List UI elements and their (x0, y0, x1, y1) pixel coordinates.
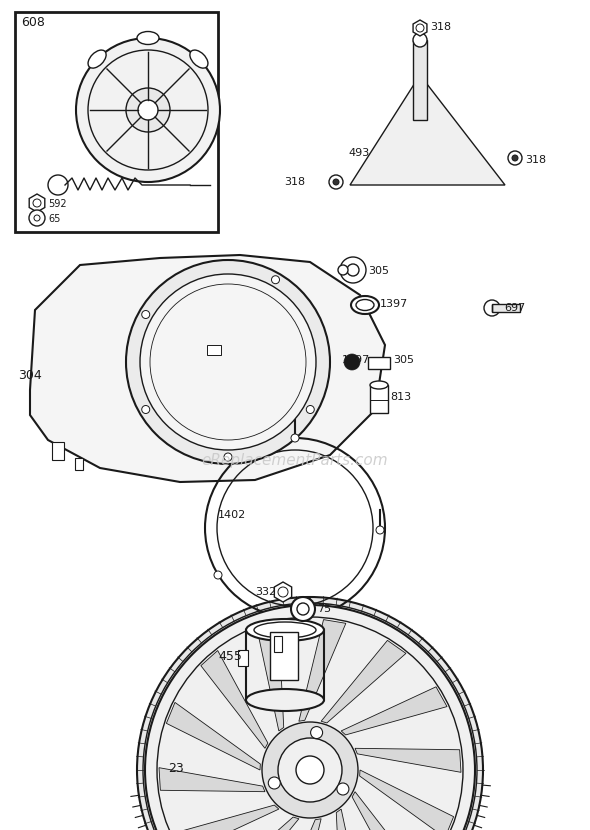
Circle shape (337, 783, 349, 795)
Ellipse shape (351, 296, 379, 314)
Circle shape (268, 777, 280, 789)
Circle shape (224, 453, 232, 461)
Text: 318: 318 (525, 155, 546, 165)
Text: 305: 305 (393, 355, 414, 365)
Ellipse shape (246, 619, 324, 641)
Ellipse shape (137, 32, 159, 45)
Bar (274, 636, 282, 652)
Text: 318: 318 (284, 177, 305, 187)
Circle shape (329, 175, 343, 189)
Circle shape (262, 722, 358, 818)
Circle shape (140, 274, 316, 450)
Text: 493: 493 (348, 148, 369, 158)
Ellipse shape (370, 381, 388, 389)
Text: eReplacementParts.com: eReplacementParts.com (202, 452, 388, 467)
Polygon shape (274, 818, 321, 830)
Circle shape (142, 406, 150, 413)
Bar (492, 304, 520, 312)
Circle shape (508, 151, 522, 165)
Text: 455: 455 (218, 650, 242, 663)
Ellipse shape (246, 689, 324, 711)
Polygon shape (257, 622, 284, 731)
Circle shape (376, 526, 384, 534)
Polygon shape (214, 817, 299, 830)
Text: 1402: 1402 (218, 510, 246, 520)
Circle shape (137, 597, 483, 830)
Ellipse shape (88, 50, 106, 68)
Text: 813: 813 (390, 392, 411, 402)
Circle shape (291, 597, 315, 621)
Polygon shape (350, 75, 505, 185)
Bar (52, 442, 64, 460)
Circle shape (126, 88, 170, 132)
Circle shape (145, 605, 475, 830)
Text: 65: 65 (48, 214, 60, 224)
Ellipse shape (190, 50, 208, 68)
Circle shape (310, 726, 323, 739)
Polygon shape (274, 582, 291, 602)
Bar (238, 650, 248, 666)
Circle shape (126, 260, 330, 464)
Circle shape (214, 571, 222, 579)
Circle shape (512, 155, 518, 161)
Circle shape (416, 24, 424, 32)
Bar (15, 12, 218, 232)
Circle shape (291, 434, 299, 442)
Circle shape (484, 300, 500, 316)
Polygon shape (159, 768, 265, 792)
Circle shape (271, 276, 280, 284)
Text: 304: 304 (18, 369, 42, 382)
Circle shape (33, 199, 41, 207)
Circle shape (296, 756, 324, 784)
Text: 1397: 1397 (342, 355, 371, 365)
Circle shape (344, 354, 360, 370)
Bar (370, 385, 388, 413)
Polygon shape (166, 702, 260, 770)
Circle shape (278, 738, 342, 802)
Text: 305: 305 (368, 266, 389, 276)
Text: 75: 75 (317, 604, 331, 614)
Polygon shape (360, 770, 454, 830)
Text: 697: 697 (504, 303, 525, 313)
Circle shape (333, 179, 339, 185)
Text: 23: 23 (168, 762, 183, 775)
Polygon shape (173, 805, 279, 830)
Polygon shape (299, 620, 346, 721)
Circle shape (306, 406, 314, 413)
Circle shape (142, 310, 150, 319)
Circle shape (29, 210, 45, 226)
Bar (413, 40, 427, 120)
Circle shape (347, 264, 359, 276)
Circle shape (138, 100, 158, 120)
Polygon shape (355, 749, 461, 773)
Text: 332: 332 (255, 587, 276, 597)
Polygon shape (413, 20, 427, 36)
Circle shape (278, 587, 288, 597)
Polygon shape (336, 809, 363, 830)
Circle shape (338, 265, 348, 275)
Circle shape (340, 257, 366, 283)
Bar (368, 357, 390, 369)
Text: 592: 592 (48, 199, 67, 209)
Bar (75, 458, 83, 470)
Ellipse shape (254, 622, 316, 638)
Text: 608: 608 (21, 16, 45, 29)
Polygon shape (341, 686, 447, 735)
Text: 1397: 1397 (380, 299, 408, 309)
Polygon shape (321, 641, 406, 723)
Circle shape (34, 215, 40, 221)
Text: 318: 318 (430, 22, 451, 32)
Polygon shape (201, 651, 268, 749)
Circle shape (297, 603, 309, 615)
Polygon shape (30, 194, 45, 212)
Bar (207, 345, 221, 355)
Polygon shape (352, 792, 419, 830)
Ellipse shape (356, 300, 374, 310)
Bar (270, 632, 298, 680)
Circle shape (76, 38, 220, 182)
Polygon shape (30, 255, 385, 482)
Circle shape (413, 33, 427, 47)
